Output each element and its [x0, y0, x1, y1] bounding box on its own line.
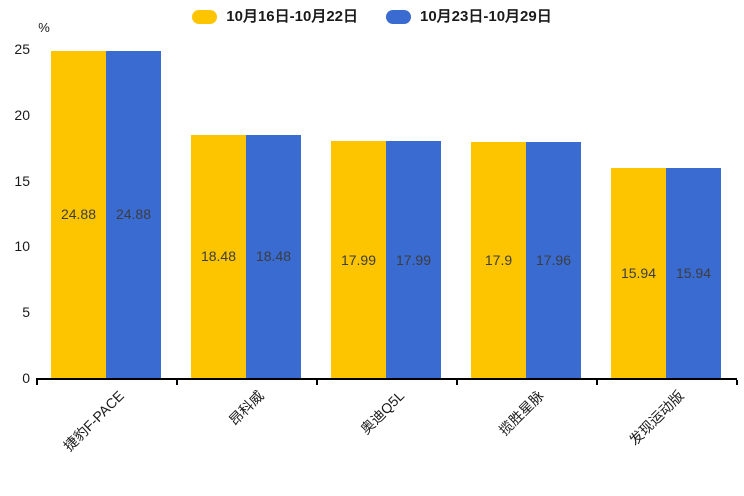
legend-item-series2[interactable]: 10月23日-10月29日: [386, 7, 552, 27]
bar-series1-cat2: 18.48: [191, 134, 246, 378]
bar-series1-cat4: 17.9: [471, 142, 526, 378]
bar-value-label: 24.88: [60, 206, 97, 223]
x-axis-tick: [36, 380, 38, 385]
bar-value-label: 15.94: [675, 265, 712, 282]
bar-series2-cat3: 17.99: [386, 141, 441, 378]
y-axis-tick-label: 0: [22, 370, 30, 386]
legend-item-series1[interactable]: 10月16日-10月22日: [192, 7, 358, 27]
bar-series2-cat1: 24.88: [106, 50, 161, 378]
bar-series1-cat3: 17.99: [331, 141, 386, 378]
bar-series2-cat4: 17.96: [526, 141, 581, 378]
chart-legend: 10月16日-10月22日 10月23日-10月29日: [0, 7, 744, 27]
bar-value-label: 17.96: [535, 251, 572, 268]
x-axis-category-label: 奥迪Q5L: [356, 387, 407, 438]
bar-value-label: 18.48: [200, 248, 237, 265]
bar-value-label: 17.9: [484, 252, 513, 269]
bar-series2-cat2: 18.48: [246, 134, 301, 378]
legend-label: 10月16日-10月22日: [226, 8, 358, 25]
x-axis-tick: [456, 380, 458, 385]
bar-value-label: 17.99: [395, 251, 432, 268]
bar-value-label: 24.88: [115, 206, 152, 223]
x-axis-tick: [316, 380, 318, 385]
x-axis-line: [36, 378, 737, 380]
x-axis-category-label: 发现运动版: [625, 387, 687, 449]
x-axis-tick: [596, 380, 598, 385]
x-axis-category-label: 昂科威: [225, 387, 267, 429]
x-axis-tick: [736, 380, 738, 385]
bar-value-label: 18.48: [255, 248, 292, 265]
x-axis-category-label: 捷豹F-PACE: [60, 387, 127, 455]
bar-series2-cat5: 15.94: [666, 168, 721, 378]
y-axis-tick-label: 25: [14, 41, 30, 57]
legend-swatch-icon: [192, 10, 218, 24]
x-axis-tick: [176, 380, 178, 385]
bar-value-label: 15.94: [620, 265, 657, 282]
y-axis-tick-label: 15: [14, 172, 30, 189]
legend-label: 10月23日-10月29日: [420, 8, 552, 25]
y-axis-unit-label: %: [38, 20, 50, 35]
bar-value-label: 17.99: [340, 251, 377, 268]
x-axis-category-label: 揽胜星脉: [495, 387, 547, 439]
y-axis-tick-label: 20: [14, 106, 30, 123]
bar-series1-cat5: 15.94: [611, 168, 666, 378]
y-axis-tick-label: 5: [22, 304, 30, 321]
y-axis-tick-label: 10: [14, 238, 30, 255]
bar-series1-cat1: 24.88: [51, 50, 106, 378]
legend-swatch-icon: [386, 10, 411, 24]
